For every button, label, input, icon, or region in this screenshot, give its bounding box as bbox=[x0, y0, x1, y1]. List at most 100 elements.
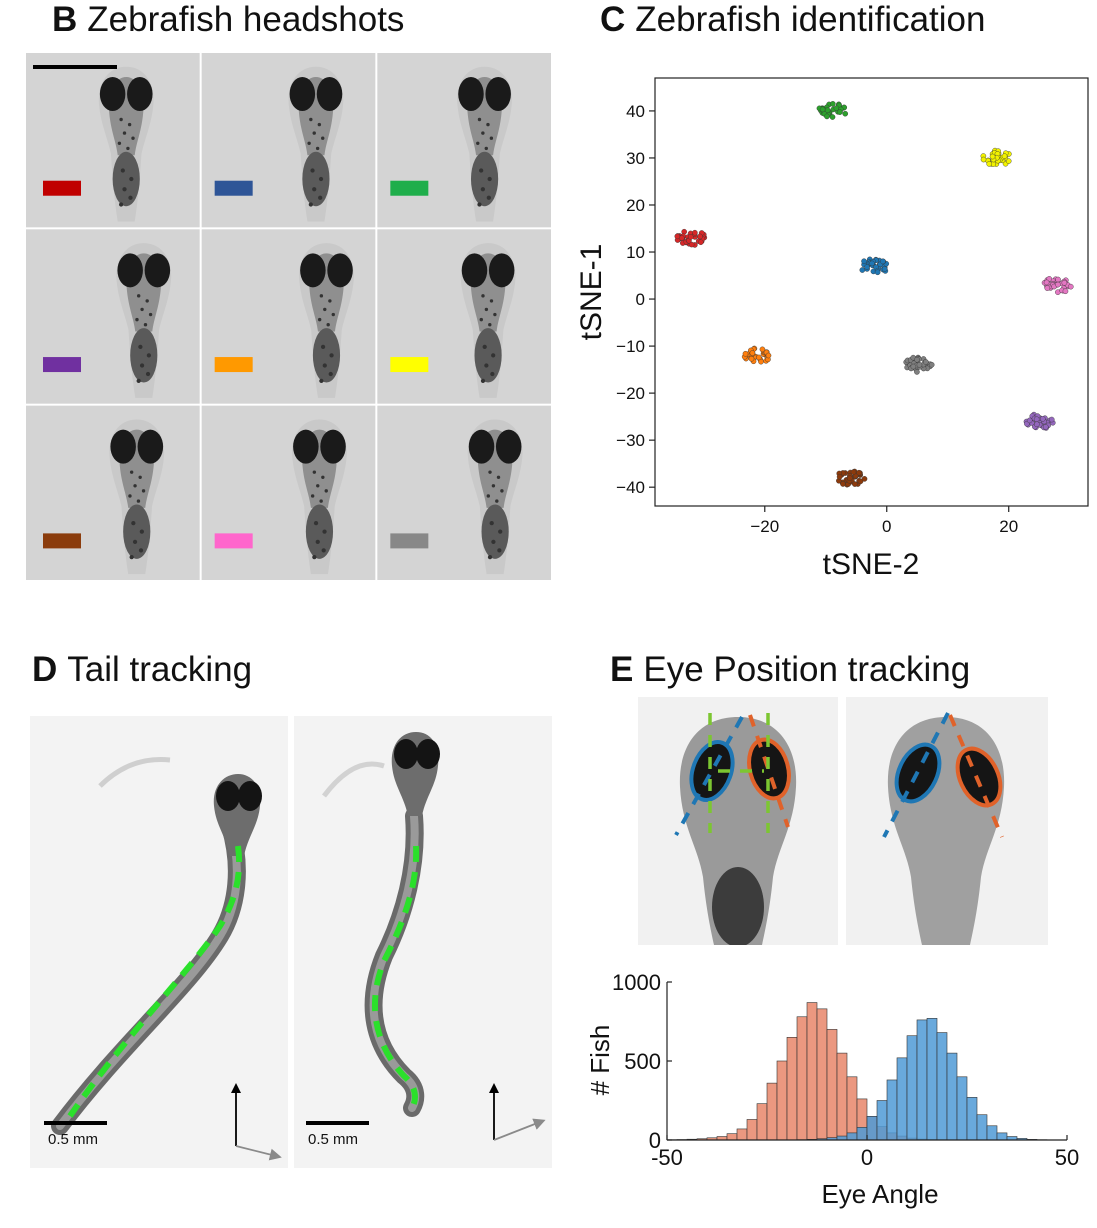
tsne-point bbox=[756, 354, 762, 361]
tsne-point bbox=[1044, 285, 1051, 291]
hist-series bbox=[786, 1018, 1058, 1141]
tsne-point bbox=[1033, 416, 1040, 423]
tsne-point bbox=[1001, 153, 1008, 159]
tsne-point bbox=[856, 469, 862, 476]
headshot-scale-bar bbox=[33, 65, 117, 69]
headshot-cell bbox=[201, 53, 376, 228]
tsne-point bbox=[986, 161, 993, 167]
tsne-x-tick-label: −20 bbox=[750, 517, 779, 536]
right-eye-axis bbox=[748, 714, 790, 828]
tsne-point bbox=[687, 234, 694, 240]
headshot-cell bbox=[201, 229, 376, 404]
tsne-point bbox=[829, 114, 836, 120]
tsne-x-tick-label: 0 bbox=[882, 517, 891, 536]
tsne-point bbox=[1061, 279, 1068, 286]
hist-y-tick-label: 1000 bbox=[612, 970, 661, 995]
fish-id-color-swatch bbox=[390, 533, 429, 549]
tsne-point bbox=[859, 267, 866, 273]
hist-bar bbox=[946, 1052, 958, 1141]
tsne-point bbox=[1042, 424, 1049, 430]
tsne-point bbox=[840, 481, 846, 487]
tsne-point bbox=[980, 156, 987, 163]
hist-series bbox=[666, 1002, 958, 1141]
tsne-cluster bbox=[1041, 276, 1074, 295]
tsne-cluster bbox=[1023, 411, 1056, 431]
hist-y-tick-label: 500 bbox=[624, 1049, 661, 1074]
hist-bar bbox=[736, 1128, 748, 1141]
tsne-point bbox=[830, 101, 836, 107]
fish-id-color-swatch bbox=[43, 533, 81, 549]
tsne-point bbox=[759, 346, 766, 353]
tsne-point bbox=[697, 233, 703, 240]
hist-bar bbox=[726, 1133, 738, 1141]
tsne-point bbox=[692, 229, 698, 236]
headshot-cell bbox=[26, 53, 200, 228]
tsne-point bbox=[688, 241, 695, 248]
tsne-point bbox=[852, 481, 858, 487]
hist-bar bbox=[776, 1060, 788, 1141]
tsne-point bbox=[861, 476, 868, 482]
tsne-point bbox=[914, 356, 920, 363]
tsne-y-tick-label: 30 bbox=[626, 149, 645, 168]
tsne-point bbox=[857, 478, 864, 485]
hist-bar bbox=[796, 1016, 808, 1141]
eye-image-right bbox=[846, 697, 1048, 945]
panel-title-text-e: Eye Position tracking bbox=[643, 650, 971, 689]
fish-id-color-swatch bbox=[390, 357, 429, 373]
panel-letter-e: E bbox=[610, 650, 634, 689]
tail-track-left bbox=[67, 845, 243, 1118]
headshot-cell bbox=[26, 405, 200, 580]
fish-id-color-swatch bbox=[214, 180, 253, 196]
fish-id-color-swatch bbox=[43, 180, 81, 196]
tsne-y-tick-label: 10 bbox=[626, 243, 645, 262]
tsne-point bbox=[989, 153, 996, 160]
tsne-point bbox=[765, 352, 772, 359]
hist-bar bbox=[846, 1132, 858, 1141]
hist-bar bbox=[756, 1103, 768, 1141]
tsne-point bbox=[819, 106, 826, 113]
scale-bar-label-left: 0.5 mm bbox=[48, 1131, 98, 1148]
hist-y-tick-label: 0 bbox=[649, 1128, 661, 1153]
tsne-point bbox=[674, 233, 681, 240]
tsne-point bbox=[874, 269, 881, 276]
tsne-y-tick-label: −30 bbox=[616, 431, 645, 450]
tsne-point bbox=[836, 473, 843, 480]
panel-letter-d: D bbox=[32, 650, 58, 689]
panel-title-text-d: Tail tracking bbox=[67, 650, 253, 689]
tsne-point bbox=[914, 369, 920, 375]
hist-bar bbox=[906, 1035, 918, 1141]
fish-id-color-swatch bbox=[43, 357, 81, 373]
tsne-x-axis-label: tSNE-2 bbox=[823, 548, 920, 581]
panel-letter-b: B bbox=[52, 0, 78, 39]
tsne-cluster bbox=[741, 345, 772, 365]
tsne-cluster bbox=[674, 228, 708, 248]
tsne-point bbox=[1005, 158, 1012, 164]
hist-y-axis-label: # Fish bbox=[585, 1025, 615, 1096]
tsne-plot-frame bbox=[654, 77, 1089, 507]
hist-bar bbox=[966, 1097, 978, 1141]
panel-title-c: C Zebrafish identification bbox=[600, 2, 985, 37]
tsne-point bbox=[846, 475, 853, 481]
tail-image-left: 0.5 mm bbox=[30, 716, 288, 1168]
hist-bar bbox=[976, 1114, 988, 1141]
hist-x-tick-label: 0 bbox=[861, 1145, 873, 1170]
hist-bar bbox=[806, 1002, 818, 1141]
scale-bar-label-right: 0.5 mm bbox=[308, 1131, 358, 1148]
tsne-point bbox=[880, 258, 886, 265]
panel-title-d: D Tail tracking bbox=[32, 652, 252, 687]
tsne-point bbox=[1067, 283, 1074, 290]
tsne-y-axis-label: tSNE-1 bbox=[575, 244, 608, 341]
tail-tracking-images: 0.5 mm 0.5 mm bbox=[30, 716, 552, 1168]
hist-x-tick-label: -50 bbox=[651, 1145, 683, 1170]
headshot-cell bbox=[377, 53, 551, 228]
tsne-point bbox=[824, 113, 830, 120]
tsne-point bbox=[1039, 416, 1046, 422]
hist-bar bbox=[786, 1037, 798, 1141]
hist-bar bbox=[846, 1076, 858, 1141]
tsne-point bbox=[861, 258, 867, 264]
scale-bar-right bbox=[306, 1121, 369, 1125]
tsne-y-tick-label: 40 bbox=[626, 102, 645, 121]
tail-image-right: 0.5 mm bbox=[294, 716, 552, 1168]
tsne-point bbox=[850, 469, 857, 475]
